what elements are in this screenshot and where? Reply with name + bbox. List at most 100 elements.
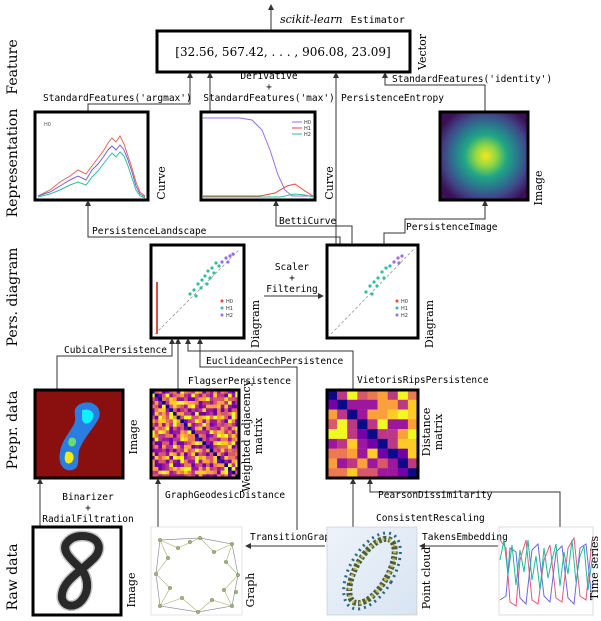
adjacency-cell (220, 423, 225, 427)
distance-cell (407, 390, 419, 400)
adjacency-cell (154, 419, 159, 424)
adjacency-cell (220, 419, 225, 424)
adjacency-cell (180, 437, 185, 442)
adjacency-cell (209, 430, 214, 435)
adjacency-cell (231, 452, 236, 457)
landscape-curve-2 (37, 144, 146, 198)
adjacency-cell (191, 393, 196, 398)
adjacency-cell (154, 397, 159, 402)
adjacency-cell (198, 423, 203, 427)
adjacency-cell (209, 397, 214, 402)
adjacency-cell (235, 393, 240, 398)
adjacency-cell (162, 426, 166, 431)
adjacency-cell (220, 397, 225, 402)
adjacency-cell (154, 423, 159, 427)
adjacency-cell (176, 423, 181, 427)
landscape-panel (33, 110, 150, 202)
adjacency-cell (206, 437, 210, 442)
adjacency-cell (173, 426, 177, 431)
adjacency-cell (158, 456, 163, 460)
distance-cell (397, 429, 409, 440)
adjacency-cell (154, 404, 159, 409)
adjacency-cell (158, 463, 163, 468)
adjacency-cell (228, 452, 232, 457)
adjacency-cell (217, 467, 221, 471)
adjacency-cell (228, 430, 232, 435)
adjacency-cell (213, 393, 218, 398)
adjacency-cell (191, 423, 196, 427)
adjacency-cell (187, 448, 192, 453)
adjacency-cell (213, 408, 218, 413)
distance-cell (397, 419, 409, 430)
adjacency-cell (173, 474, 177, 479)
adjacency-cell (151, 412, 155, 416)
distance-cell (327, 390, 338, 400)
adjacency-cell (231, 467, 236, 471)
adjacency-cell (198, 408, 203, 413)
adjacency-cell (209, 437, 214, 442)
adjacency-cell (213, 437, 218, 442)
adjacency-cell (213, 459, 218, 464)
adjacency-cell (151, 441, 155, 446)
adjacency-cell (151, 430, 155, 435)
distance-cell (347, 419, 358, 430)
adjacency-cell (165, 404, 170, 409)
adjacency-cell (209, 467, 214, 471)
adjacency-cell (209, 404, 214, 409)
adjacency-cell (176, 419, 181, 424)
adjacency-cell (180, 415, 185, 420)
op-persistence-landscape: PersistenceLandscape (92, 226, 207, 237)
adjacency-cell (206, 434, 210, 438)
digit-image-8 (56, 530, 105, 612)
adjacency-cell (206, 459, 210, 464)
adjacency-cell (209, 434, 214, 438)
adjacency-cell (191, 390, 196, 394)
adjacency-cell (165, 452, 170, 457)
adjacency-cell (176, 463, 181, 468)
adjacency-cell (180, 470, 185, 475)
op-flagser-persistence: FlagserPersistence (188, 376, 291, 387)
adjacency-cell (228, 397, 232, 402)
adjacency-cell (231, 474, 236, 479)
op-persistence-image: PersistenceImage (406, 222, 498, 233)
distance-cell (357, 429, 368, 440)
op-pearson: PearsonDissimilarity (378, 490, 493, 501)
distance-cell (337, 458, 348, 469)
distance-cell (367, 458, 378, 469)
op-transition-graph: TransitionGraph (250, 532, 336, 543)
graph-drawing (154, 536, 240, 614)
row-label-pers-diagram: Pers. diagram (5, 248, 21, 347)
adjacency-cell (198, 441, 203, 446)
adjacency-cell (187, 452, 192, 457)
adjacency-cell (231, 412, 236, 416)
adjacency-cell (235, 423, 240, 427)
adjacency-cell (206, 456, 210, 460)
adjacency-cell (217, 445, 221, 449)
adjacency-cell (184, 474, 188, 479)
adjacency-cell (206, 393, 210, 398)
adjacency-cell (195, 430, 199, 435)
diagram-right-legend-h1-dot (395, 306, 399, 310)
op-binarizer: Binarizer (62, 492, 114, 503)
adjacency-cell (187, 474, 192, 479)
distance-cell (327, 429, 338, 440)
adjacency-cell (202, 452, 207, 457)
adjacency-cell (165, 423, 170, 427)
adjacency-cell (235, 408, 240, 413)
arrow-persistence-image (383, 200, 488, 245)
adjacency-cell (228, 412, 232, 416)
arrow-cubical (56, 338, 175, 390)
adjacency-cell (162, 467, 166, 471)
adjacency-cell (195, 463, 199, 468)
adjacency-cell (213, 470, 218, 475)
adjacency-cell (169, 445, 174, 449)
adjacency-cell (217, 415, 221, 420)
adjacency-cell (184, 434, 188, 438)
adjacency-cell (169, 459, 174, 464)
adjacency-cell (220, 434, 225, 438)
adjacency-cell (151, 393, 155, 398)
row-label-raw-data: Raw data (5, 544, 21, 611)
adjacency-cell (217, 426, 221, 431)
distance-cell (367, 390, 378, 400)
betti-legend-h2: H2 (304, 132, 311, 138)
